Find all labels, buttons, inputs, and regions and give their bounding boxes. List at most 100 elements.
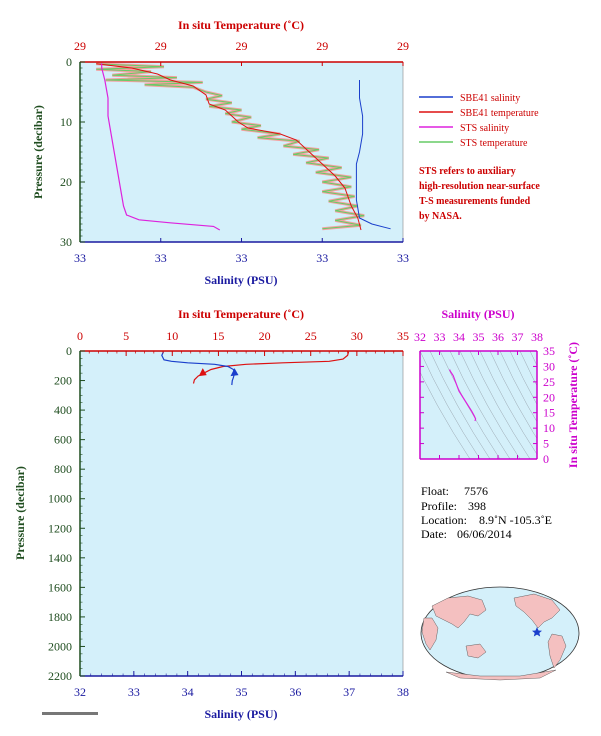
ts-sal-tick-label: 35 [473,330,485,344]
top-temp-tick-label: 29 [236,39,248,53]
ts-isopycnals [420,351,537,459]
ts-sal-tick-label: 36 [492,330,504,344]
legend: SBE41 salinity SBE41 temperature STS sal… [419,93,540,222]
bottom-pressure-tick-label: 800 [54,462,72,476]
map-land-asia [431,595,487,629]
bottom-temp-tick-label: 5 [123,329,129,343]
float-label: Float: [421,484,449,498]
bottom-sal-ticks: 32 33 34 35 36 37 38 [74,671,409,699]
top-pressure-tick-label: 30 [60,235,72,249]
ts-temp-tick-label: 15 [543,406,555,420]
ts-sal-tick-label: 38 [531,330,543,344]
sbe-temperature-line-bottom [192,351,350,384]
top-series-group [96,62,391,231]
bottom-temp-tick-label: 30 [351,329,363,343]
salinity-arrow-marker [230,368,239,377]
top-sal-tick-label: 33 [397,251,409,265]
ts-temp-tick-label: 30 [543,359,555,373]
ts-temp-tick-label: 35 [543,344,555,358]
bottom-temp-tick-label: 10 [166,329,178,343]
top-pressure-ticks: 0 10 20 30 [60,55,85,249]
map-land-africa [421,617,439,651]
legend-label-sbe-salinity: SBE41 salinity [460,93,520,104]
legend-label-sts-temperature: STS temperature [460,138,528,149]
bottom-series-group [161,351,350,386]
ts-isopycnal-line [519,351,537,387]
sbe-salinity-line-top [355,80,391,230]
legend-label-sbe-temperature: SBE41 temperature [460,108,539,119]
bottom-temp-tick-label: 20 [259,329,271,343]
top-pressure-tick-label: 0 [66,55,72,69]
bottom-temp-tick-label: 15 [212,329,224,343]
bottom-pressure-axis-title: Pressure (decibar) [13,466,27,560]
profile-label: Profile: [421,499,457,513]
temperature-arrow-marker [198,368,207,377]
ts-isopycnal-line [509,351,537,406]
ts-isopycnal-line [529,351,537,367]
top-temp-axis-title: In situ Temperature (˚C) [178,18,304,32]
ts-isopycnal-line [459,351,521,459]
map-land-north-america [513,593,561,629]
bottom-sal-tick-label: 33 [128,685,140,699]
bottom-temp-tick-label: 0 [77,329,83,343]
ts-sal-tick-label: 37 [512,330,524,344]
float-value: 7576 [464,484,488,498]
ts-temp-tick-label: 20 [543,390,555,404]
bottom-sal-axis-title: Salinity (PSU) [204,707,277,721]
date-value: 06/06/2014 [457,527,512,541]
ts-isopycnal-line [449,351,511,459]
bottom-pressure-tick-label: 2000 [48,639,72,653]
legend-note-line-3: T-S measurements funded [419,196,531,207]
ts-isopycnal-line [429,351,491,459]
ts-isopycnal-line [499,351,537,423]
ts-isopycnal-line [489,351,537,440]
float-info: Float: 7576 Profile: 398 Location: 8.9˚N… [421,484,552,541]
sbe-salinity-line-bottom [161,351,236,386]
ts-temp-tick-label: 25 [543,375,555,389]
top-pressure-axis-title: Pressure (decibar) [31,105,45,199]
bottom-pressure-tick-label: 400 [54,403,72,417]
top-temp-tick-label: 29 [397,39,409,53]
ts-temp-tick-label: 0 [543,452,549,466]
footer-mark [42,712,98,715]
map-land-antarctica [445,669,557,681]
legend-label-sts-salinity: STS salinity [460,123,509,134]
top-pressure-tick-label: 10 [60,115,72,129]
top-sal-tick-label: 33 [316,251,328,265]
ts-temp-tick-label: 10 [543,421,555,435]
bottom-pressure-tick-label: 1200 [48,521,72,535]
top-sal-tick-label: 33 [74,251,86,265]
bottom-pressure-tick-label: 600 [54,433,72,447]
bottom-temp-axis-title: In situ Temperature (˚C) [178,307,304,321]
bottom-sal-tick-label: 32 [74,685,86,699]
ts-isopycnal-line [469,351,531,459]
ts-isopycnal-line [420,371,471,459]
ts-isopycnal-line [420,351,481,459]
bottom-temp-tick-label: 25 [305,329,317,343]
top-pressure-tick-label: 20 [60,175,72,189]
bottom-pressure-tick-label: 0 [66,344,72,358]
ts-sal-tick-label: 34 [453,330,465,344]
top-temp-tick-label: 29 [155,39,167,53]
top-sal-axis-title: Salinity (PSU) [204,273,277,287]
location-label: Location: [421,513,467,527]
bottom-sal-tick-label: 37 [343,685,355,699]
bottom-pressure-tick-label: 1600 [48,580,72,594]
location-value: 8.9˚N -105.3˚E [479,513,552,527]
bottom-temp-tick-label: 35 [397,329,409,343]
legend-note-line-2: high-resolution near-surface [419,181,540,192]
legend-note-line-4: by NASA. [419,211,462,222]
ts-series-group [449,369,477,422]
profile-value: 398 [468,499,486,513]
bottom-panel: 0 5 10 15 20 25 30 35 In situ Temperature (˚C) … [13,307,409,721]
top-sal-tick-label: 33 [236,251,248,265]
bottom-pressure-tick-label: 200 [54,374,72,388]
ts-sal-ticks: 32 33 34 35 36 37 38 [414,330,543,459]
bottom-pressure-tick-label: 1400 [48,551,72,565]
bottom-pressure-tick-label: 1000 [48,492,72,506]
bottom-pressure-tick-label: 1800 [48,610,72,624]
bottom-sal-tick-label: 34 [182,685,194,699]
